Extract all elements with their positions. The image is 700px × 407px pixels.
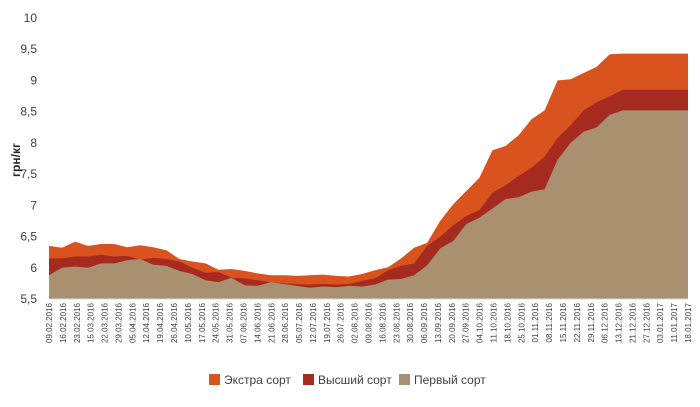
x-tick-label: 11.01.2017: [670, 302, 679, 342]
legend-label-extra: Экстра сорт: [224, 373, 291, 387]
x-tick-label: 18.01.2017: [684, 302, 693, 343]
x-tick-label: 06.09.2016: [420, 302, 429, 343]
x-tick-label: 23.02.2016: [73, 302, 82, 343]
x-tick-label: 09.08.2016: [365, 302, 374, 343]
x-tick-label: 18.10.2016: [503, 302, 512, 343]
x-tick-label: 02.08.2016: [351, 302, 360, 343]
x-tick-label: 26.04.2016: [170, 302, 179, 343]
legend-swatch-higher: [303, 374, 314, 385]
x-tick-label: 21.12.2016: [628, 302, 637, 343]
x-tick-label: 31.05.2016: [226, 302, 235, 343]
y-tick-label: 7: [30, 198, 37, 212]
x-tick-label: 21.06.2016: [267, 302, 276, 343]
x-tick-label: 16.08.2016: [378, 302, 387, 343]
x-tick-label: 13.12.2016: [615, 302, 624, 343]
x-tick-label: 29.03.2016: [115, 302, 124, 343]
x-tick-label: 04.10.2016: [476, 302, 485, 343]
x-tick-label: 15.03.2016: [87, 302, 96, 343]
x-tick-label: 12.07.2016: [309, 302, 318, 343]
x-tick-label: 10.05.2016: [184, 302, 193, 343]
y-tick-label: 9,5: [20, 42, 37, 56]
y-tick-label: 9: [30, 73, 37, 87]
x-tick-label: 26.07.2016: [337, 302, 346, 343]
x-tick-label: 20.09.2016: [448, 302, 457, 343]
y-tick-label: 6: [30, 261, 37, 275]
x-tick-label: 03.01.2017: [656, 302, 665, 343]
legend: Экстра сорт Высший сорт Первый сорт: [209, 373, 486, 387]
series-area-first: [49, 110, 688, 300]
x-tick-label: 14.06.2016: [253, 302, 262, 343]
x-tick-label: 29.11.2016: [587, 302, 596, 342]
y-axis: 5,5 6 6,5 7 7,5 8 8,5 9 9,5 10: [20, 11, 37, 306]
y-tick-label: 7,5: [20, 167, 37, 181]
x-tick-label: 24.05.2016: [212, 302, 221, 343]
x-tick-label: 19.07.2016: [323, 302, 332, 343]
chart-areas: [49, 53, 688, 300]
legend-swatch-extra: [209, 374, 220, 385]
x-tick-label: 30.08.2016: [406, 302, 415, 343]
x-axis: 09.02.2016 16.02.2016 23.02.2016 15.03.2016…: [45, 298, 693, 343]
x-tick-label: 06.12.2016: [601, 302, 610, 343]
x-tick-label: 07.06.2016: [240, 302, 249, 343]
y-tick-label: 10: [24, 11, 38, 25]
x-tick-label: 09.02.2016: [45, 302, 54, 343]
x-tick-label: 19.04.2016: [156, 302, 165, 343]
x-tick-label: 16.02.2016: [59, 302, 68, 343]
x-tick-label: 23.08.2016: [392, 302, 401, 343]
x-tick-label: 22.11.2016: [573, 302, 582, 342]
y-tick-label: 5,5: [20, 292, 37, 306]
x-tick-label: 28.06.2016: [281, 302, 290, 343]
y-tick-label: 8,5: [20, 105, 37, 119]
x-tick-label: 05.04.2016: [128, 302, 137, 343]
x-tick-label: 22.03.2016: [101, 302, 110, 343]
y-tick-label: 6,5: [20, 230, 37, 244]
x-tick-label: 17.05.2016: [198, 302, 207, 343]
y-tick-label: 8: [30, 136, 37, 150]
legend-label-first: Первый сорт: [414, 373, 486, 387]
x-tick-label: 08.11.2016: [545, 302, 554, 342]
x-tick-label: 01.11.2016: [531, 302, 540, 342]
y-axis-label: грн/кг: [9, 143, 23, 177]
x-tick-label: 11.10.2016: [490, 302, 499, 342]
x-tick-label: 12.04.2016: [142, 302, 151, 343]
x-tick-label: 15.11.2016: [559, 302, 568, 342]
x-tick-label: 27.12.2016: [642, 302, 651, 343]
x-tick-label: 27.09.2016: [462, 302, 471, 343]
x-tick-label: 05.07.2016: [295, 302, 304, 343]
x-tick-label: 25.10.2016: [517, 302, 526, 343]
x-tick-label: 13.09.2016: [434, 302, 443, 343]
legend-label-higher: Высший сорт: [318, 373, 392, 387]
legend-swatch-first: [399, 374, 410, 385]
